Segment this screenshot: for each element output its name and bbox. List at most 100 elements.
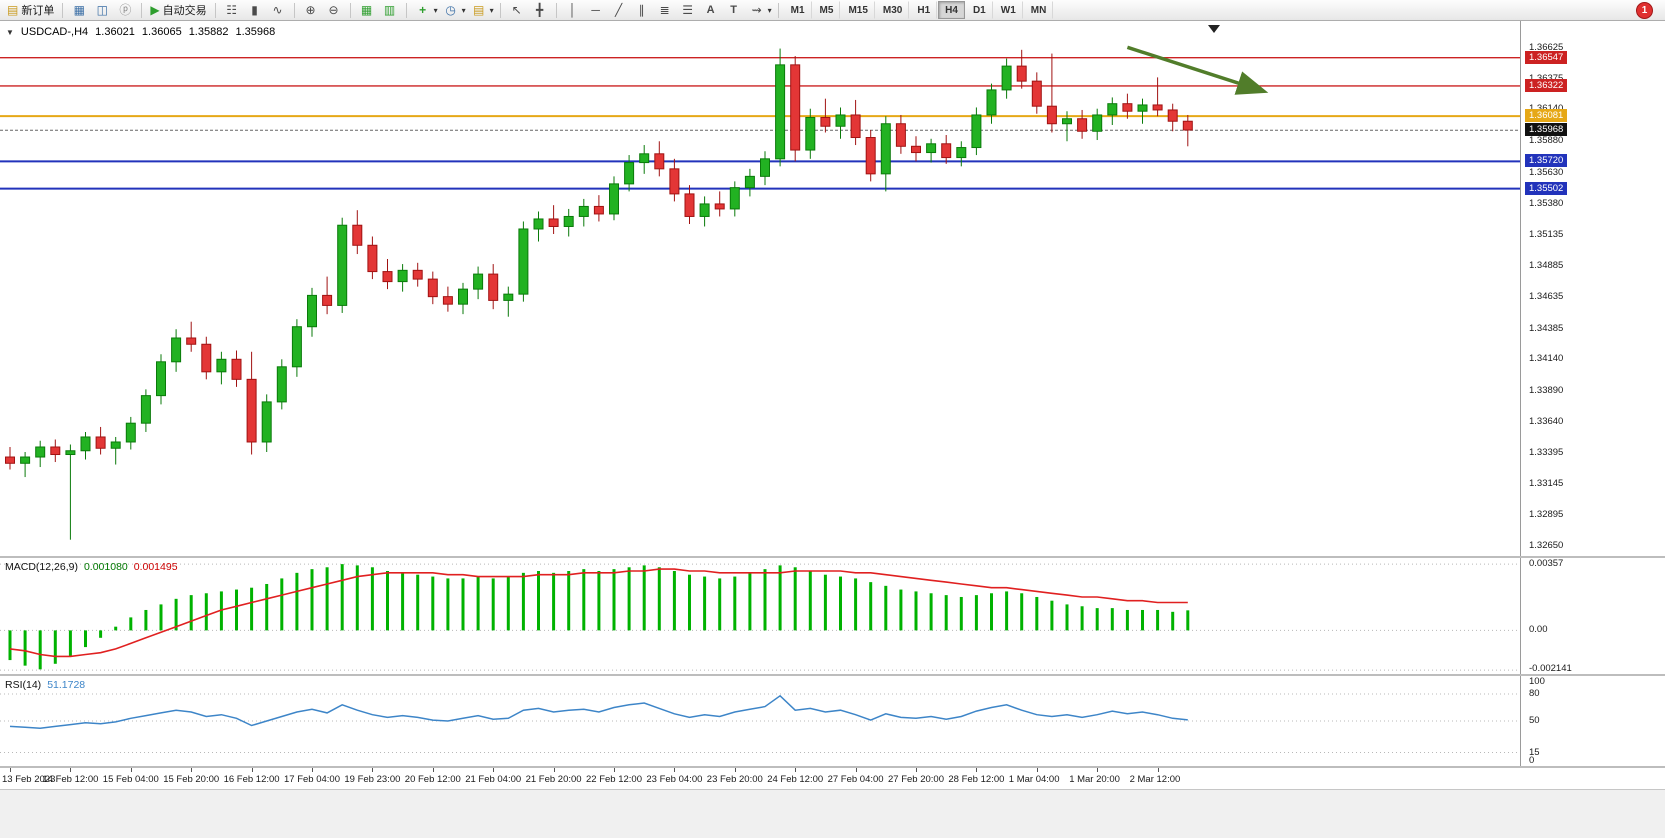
bear-candle [654, 141, 665, 177]
bull-candle [503, 286, 514, 317]
channel-tool-icon[interactable]: ∥ [638, 3, 645, 17]
candlestick-chart-icon[interactable]: ▮ [251, 3, 258, 17]
high-value: 1.36065 [141, 26, 182, 38]
macd-panel[interactable] [0, 558, 1520, 674]
bull-candle [80, 431, 91, 460]
fibonacci-tool-icon[interactable]: ≣ [659, 3, 670, 17]
new-order-icon: ▤ [7, 3, 19, 17]
tile-windows-icon[interactable]: ▦ [360, 3, 373, 17]
timeframe-m5-button[interactable]: M5 [813, 1, 841, 19]
main-price-chart[interactable] [0, 21, 1520, 556]
macd-axis-label: -0.002141 [1529, 663, 1572, 674]
shapes-tool-icon[interactable]: ☰ [682, 3, 693, 17]
price-axis-label: 1.35880 [1529, 135, 1564, 147]
price-level-tag: 1.35502 [1525, 181, 1568, 195]
toolbar-separator [62, 2, 64, 18]
text-tool-icon[interactable]: A [706, 3, 715, 16]
bar-chart-icon[interactable]: ☷ [226, 3, 237, 17]
date-tick [855, 768, 857, 772]
bull-candle [744, 168, 755, 197]
bear-candle [95, 426, 106, 455]
bear-candle [820, 98, 831, 133]
toolbar-separator [499, 2, 501, 18]
charts-grid-icon[interactable]: ▦ [73, 3, 86, 17]
toolbar-separator [405, 2, 407, 18]
zoom-in-icon[interactable]: ⊕ [305, 3, 316, 17]
trendline-tool-icon[interactable]: ╱ [615, 3, 623, 17]
bull-candle [563, 208, 574, 237]
bull-candle [276, 359, 287, 410]
date-tick [553, 768, 555, 772]
arrows-tool-icon[interactable]: ⇝ [751, 3, 762, 17]
chart-shift-marker[interactable] [1208, 25, 1220, 33]
templates-icon[interactable]: ▤ [472, 3, 485, 17]
cursor-icon[interactable]: ↖ [511, 3, 522, 17]
date-axis-label: 27 Feb 04:00 [827, 774, 884, 785]
bull-candle [518, 221, 529, 302]
bull-candle [20, 452, 31, 478]
notification-badge[interactable]: 1 [1636, 1, 1653, 19]
zoom-out-icon[interactable]: ⊖ [328, 3, 339, 17]
profiles-icon[interactable]: ◫ [96, 3, 109, 17]
timeframe-h4-button[interactable]: H4 [938, 1, 965, 19]
bear-candle [186, 321, 197, 352]
rsi-title: RSI(14) [5, 679, 42, 691]
date-tick [70, 768, 72, 772]
timeframe-m15-button[interactable]: M15 [841, 1, 875, 19]
timeframe-mn-button[interactable]: MN [1024, 1, 1054, 19]
bear-candle [1122, 93, 1133, 119]
bull-candle [639, 145, 650, 174]
timeframe-d1-button[interactable]: D1 [966, 1, 993, 19]
timeframe-m1-button[interactable]: M1 [784, 1, 812, 19]
cascade-windows-icon[interactable]: ▥ [383, 3, 396, 17]
symbol-period-label: USDCAD-,H4 [20, 26, 89, 38]
horizontal-line-tool-icon[interactable]: ─ [591, 3, 600, 17]
date-tick [10, 768, 11, 772]
date-tick [1157, 768, 1159, 772]
trend-arrow-annotation[interactable] [1126, 45, 1269, 95]
auto-trading-button[interactable]: ▶ 自动交易 [147, 1, 209, 20]
timeframe-h1-button[interactable]: H1 [910, 1, 938, 19]
text-label-tool-icon[interactable]: T [730, 3, 737, 16]
market-watch-icon[interactable]: ⓟ [119, 3, 132, 17]
rsi-axis-label: 50 [1529, 715, 1540, 726]
status-area [0, 789, 1665, 838]
vertical-line-tool-icon[interactable]: │ [568, 3, 577, 17]
rsi-panel[interactable] [0, 676, 1520, 766]
timeframe-w1-button[interactable]: W1 [994, 1, 1023, 19]
dropdown-caret-icon[interactable]: ▾ [489, 5, 494, 15]
bull-candle [835, 107, 846, 139]
panel-splitter[interactable] [0, 766, 1665, 768]
dropdown-caret-icon[interactable]: ▾ [461, 5, 466, 15]
price-axis[interactable]: 1.36625 1.36375 1.36140 1.35880 1.35630 1.353… [1522, 21, 1664, 556]
bull-candle [971, 107, 982, 156]
crosshair-icon[interactable]: ╋ [536, 3, 544, 17]
bull-candle [760, 151, 770, 186]
time-axis[interactable]: 13 Feb 2023 14 Feb 12:00 15 Feb 04:00 15 Fe… [0, 768, 1520, 789]
new-order-button[interactable]: ▤ 新订单 [4, 1, 57, 20]
price-level-tag: 1.36081 [1525, 109, 1568, 123]
timeframe-m30-button[interactable]: M30 [876, 1, 910, 19]
bull-candle [805, 108, 816, 159]
bull-candle [216, 351, 227, 385]
date-axis-label: 21 Feb 04:00 [465, 774, 522, 785]
date-axis-label: 19 Feb 23:00 [344, 774, 401, 785]
dropdown-caret-icon[interactable]: ▾ [767, 5, 772, 15]
bear-candle [1031, 72, 1042, 114]
date-tick [674, 768, 676, 772]
panel-splitter[interactable] [0, 556, 1665, 558]
bear-candle [201, 336, 212, 380]
date-tick [432, 768, 434, 772]
date-tick [493, 768, 495, 772]
panel-splitter[interactable] [0, 674, 1665, 676]
macd-axis-label: 0.00 [1529, 624, 1548, 636]
dropdown-caret-icon[interactable]: ▾ [433, 5, 438, 15]
line-chart-icon[interactable]: ∿ [272, 3, 283, 17]
indicators-icon[interactable]: + [419, 3, 427, 17]
one-click-trading-toggle[interactable]: ▼ [6, 27, 14, 37]
bull-candle [65, 444, 76, 540]
periods-icon[interactable]: ◷ [445, 3, 456, 17]
bear-candle [367, 236, 378, 280]
toolbar-separator [293, 2, 295, 18]
bear-candle [442, 286, 453, 312]
